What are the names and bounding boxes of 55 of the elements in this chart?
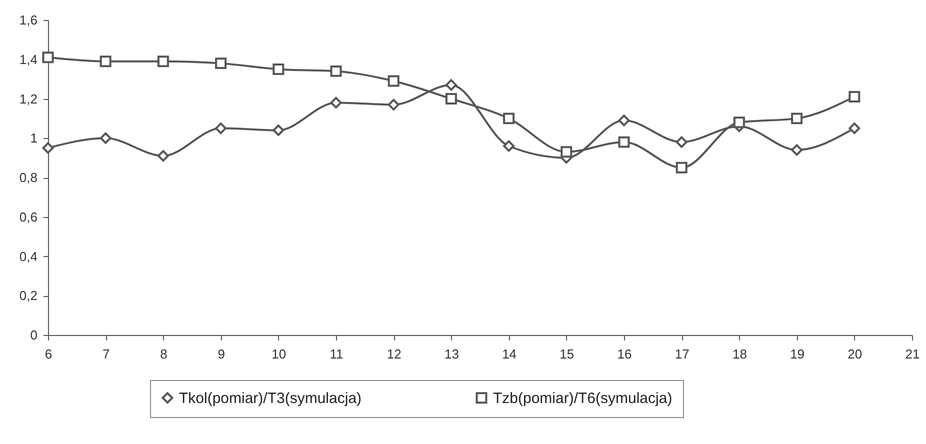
point xyxy=(215,58,227,70)
point xyxy=(791,112,803,124)
y-tick-label: 1,4 xyxy=(19,52,38,67)
x-tick-label: 21 xyxy=(905,346,920,362)
point xyxy=(388,75,400,87)
legend-label: Tkol(pomiar)/T3(symulacja) xyxy=(179,390,362,407)
point xyxy=(848,91,860,103)
x-tick-label: 20 xyxy=(848,346,862,362)
point xyxy=(330,65,342,77)
point xyxy=(388,98,400,110)
x-tick-label: 7 xyxy=(102,346,110,362)
x-tick-label: 19 xyxy=(790,346,805,362)
y-tick-label: 1 xyxy=(30,130,38,146)
point xyxy=(100,56,112,68)
x-tick-label: 11 xyxy=(330,346,344,362)
point xyxy=(618,136,630,148)
x-tick-label: 8 xyxy=(160,346,168,362)
point xyxy=(445,79,457,91)
x-tick-label: 13 xyxy=(444,346,459,362)
point xyxy=(618,114,630,126)
x-tick-label: 9 xyxy=(218,346,225,362)
y-tick-label: 1,6 xyxy=(19,12,38,28)
x-tick-label: 12 xyxy=(386,346,402,362)
point xyxy=(445,93,457,104)
point xyxy=(733,116,745,128)
point xyxy=(157,56,169,68)
point xyxy=(42,52,54,64)
x-tick-label: 16 xyxy=(617,346,632,362)
x-tick-label: 6 xyxy=(44,346,52,362)
point xyxy=(330,96,342,108)
point xyxy=(560,146,572,158)
point xyxy=(503,112,515,124)
point xyxy=(272,63,284,75)
legend-label: Tzb(pomiar)/T6(symulacja) xyxy=(493,390,672,407)
point xyxy=(676,136,688,148)
x-tick-label: 18 xyxy=(732,346,747,362)
x-tick-label: 17 xyxy=(674,346,690,362)
point xyxy=(676,162,688,174)
y-tick-label: 0,2 xyxy=(19,288,38,304)
point xyxy=(791,144,803,156)
y-tick-label: 0 xyxy=(30,328,38,342)
point xyxy=(848,122,860,134)
point xyxy=(100,132,112,144)
point xyxy=(42,142,54,154)
y-tick-label: 0,4 xyxy=(19,248,38,264)
x-tick-label: 15 xyxy=(560,346,574,362)
x-tick-label: 14 xyxy=(502,346,517,362)
y-tick-label: 0,8 xyxy=(19,170,38,185)
point xyxy=(157,150,169,162)
point xyxy=(503,140,515,152)
y-tick-label: 0,6 xyxy=(19,209,38,224)
point xyxy=(215,122,227,134)
point xyxy=(272,124,284,136)
y-tick-label: 1,2 xyxy=(19,91,38,106)
x-tick-label: 10 xyxy=(272,346,286,362)
